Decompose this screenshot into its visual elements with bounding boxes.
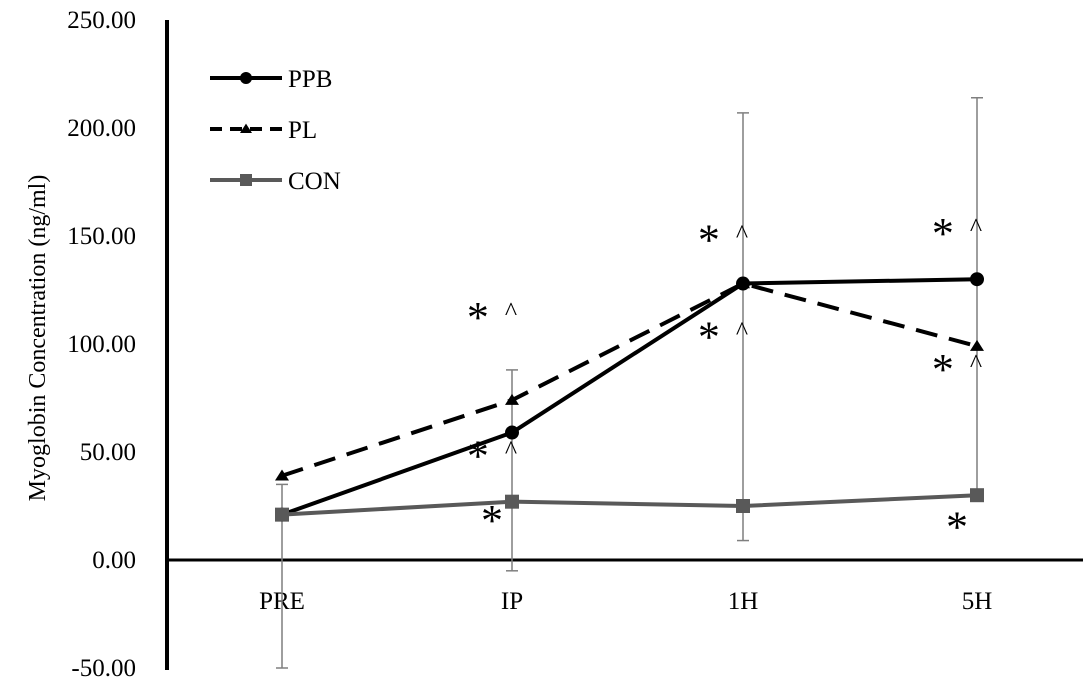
significance-annotation: * ^ <box>698 215 748 264</box>
x-tick-label-ip: IP <box>501 588 523 615</box>
legend-label: CON <box>288 168 341 195</box>
series-line-pl <box>281 281 978 478</box>
y-tick-label: -50.00 <box>71 655 136 682</box>
y-tick-label: 150.00 <box>67 223 136 250</box>
significance-annotation: * ^ <box>467 293 517 342</box>
significance-annotation: * ^ <box>932 209 982 258</box>
y-tick-label: 50.00 <box>80 439 136 466</box>
data-point-pl <box>275 469 289 481</box>
x-tick-label-1h: 1H <box>728 588 759 615</box>
data-point-pl <box>505 393 519 405</box>
data-point-pl <box>970 339 984 351</box>
legend-label: PL <box>288 117 317 144</box>
data-point-con <box>275 507 289 522</box>
legend: PPB PL CON <box>210 66 341 195</box>
legend-marker-circle <box>240 72 252 84</box>
significance-annotation: * <box>946 503 968 552</box>
y-tick-label: 250.00 <box>67 7 136 34</box>
legend-marker-triangle <box>240 123 252 134</box>
error-bars <box>276 97 983 669</box>
significance-annotations: * ^ * ^ * * ^ * ^ * ^ * ^ * <box>467 209 982 552</box>
x-tick-label-5h: 5H <box>962 588 993 615</box>
data-point-ppb <box>970 272 984 287</box>
significance-annotation: * ^ <box>467 431 517 480</box>
significance-annotation: * <box>481 496 503 545</box>
series-lines <box>281 277 978 517</box>
x-tick-labels: PRE IP 1H 5H <box>259 588 992 615</box>
series-markers <box>275 272 984 522</box>
legend-item-ppb: PPB <box>210 66 332 93</box>
legend-item-pl: PL <box>210 117 317 144</box>
series-line-con <box>281 493 978 517</box>
legend-label: PPB <box>288 66 332 93</box>
y-tick-labels: 250.00 200.00 150.00 100.00 50.00 0.00 -50.00 <box>67 7 136 682</box>
legend-item-con: CON <box>210 168 341 195</box>
significance-annotation: * ^ <box>932 345 982 394</box>
data-point-con <box>970 488 984 503</box>
data-point-pl <box>736 277 750 289</box>
y-tick-label: 200.00 <box>67 115 136 142</box>
legend-marker-square <box>240 174 252 186</box>
data-point-con <box>736 499 750 513</box>
series-line-ppb <box>281 277 978 517</box>
y-tick-label: 100.00 <box>67 331 136 358</box>
significance-annotation: * ^ <box>698 313 748 362</box>
data-point-con <box>505 494 519 509</box>
data-point-ppb <box>505 425 519 440</box>
y-axis-title: Myoglobin Concentration (ng/ml) <box>25 175 51 502</box>
y-tick-label: 0.00 <box>92 547 136 574</box>
